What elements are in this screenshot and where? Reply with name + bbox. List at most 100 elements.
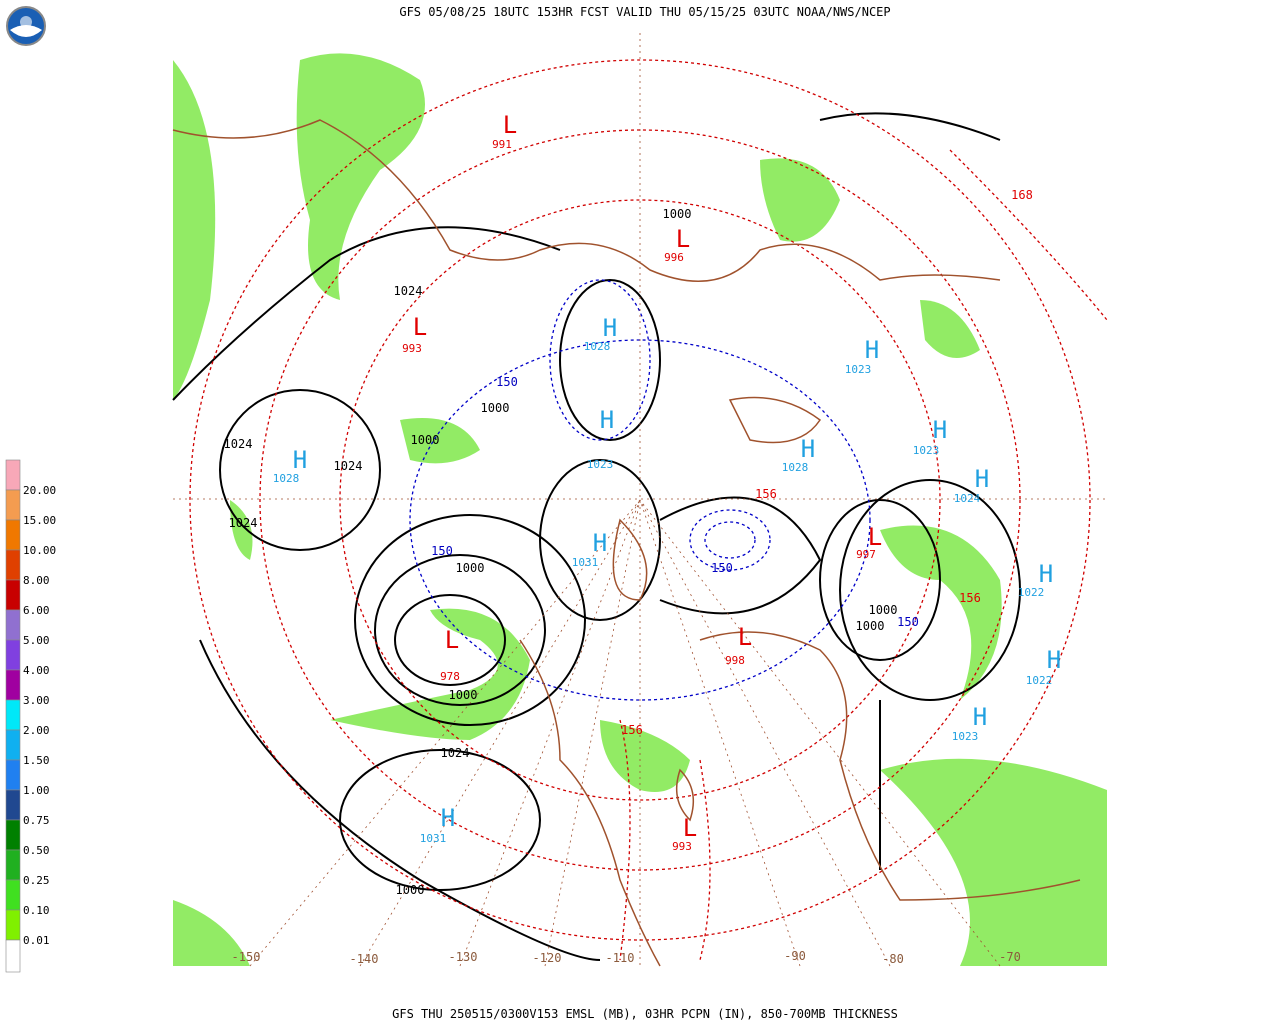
graticule	[173, 33, 1107, 967]
legend-label: 0.25	[23, 874, 50, 887]
legend-label: 15.00	[23, 514, 56, 527]
high-symbol: H	[1047, 646, 1061, 674]
legend-label: 8.00	[23, 574, 50, 587]
low-symbol: L	[868, 523, 882, 551]
high-value: 1023	[587, 458, 614, 471]
isobar-label: 1024	[394, 284, 423, 298]
high-symbol: H	[293, 446, 307, 474]
thickness-label: 150	[431, 544, 453, 558]
high-symbol: H	[1039, 560, 1053, 588]
legend-label: 3.00	[23, 694, 50, 707]
high-value: 1023	[952, 730, 979, 743]
thickness-label: 150	[897, 615, 919, 629]
legend-label: 20.00	[23, 484, 56, 497]
legend-swatch	[5, 459, 21, 491]
thickness-label: 150	[496, 375, 518, 389]
isobar-label: 1024	[441, 746, 470, 760]
isobar-label: 1000	[856, 619, 885, 633]
low-value: 991	[492, 138, 512, 151]
low-symbol: L	[738, 623, 752, 651]
high-symbol: H	[593, 529, 607, 557]
legend: 20.00 15.00 10.00 8.00 6.00 5.00 4.00 3.00 2.00 1…	[5, 459, 56, 947]
legend-label: 1.50	[23, 754, 50, 767]
legend-label: 6.00	[23, 604, 50, 617]
high-value: 1028	[782, 461, 809, 474]
legend-label: 10.00	[23, 544, 56, 557]
isobar-label: 1000	[396, 883, 425, 897]
legend-swatch	[5, 879, 21, 911]
legend-label: 0.10	[23, 904, 50, 917]
map-frame	[172, 33, 1108, 967]
low-symbol: L	[413, 313, 427, 341]
low-value: 993	[402, 342, 422, 355]
isobar-label: 1000	[456, 561, 485, 575]
high-value: 1031	[572, 556, 599, 569]
map-labels: H1028H1031H1028H1023H1031H1023H1028H1023…	[224, 111, 1062, 966]
longitude-label: -110	[606, 951, 635, 965]
legend-swatch	[5, 639, 21, 671]
isobar-lines	[172, 112, 1021, 961]
legend-swatch	[5, 759, 21, 791]
legend-swatch	[5, 669, 21, 701]
longitude-label: -70	[999, 950, 1021, 964]
high-value: 1023	[845, 363, 872, 376]
legend-swatch	[5, 699, 21, 731]
high-symbol: H	[600, 406, 614, 434]
legend-label: 2.00	[23, 724, 50, 737]
high-value: 1022	[1018, 586, 1045, 599]
high-symbol: H	[603, 314, 617, 342]
high-symbol: H	[801, 435, 815, 463]
low-symbol: L	[683, 814, 697, 842]
high-value: 1024	[954, 492, 981, 505]
high-symbol: H	[975, 465, 989, 493]
legend-swatch	[5, 909, 21, 941]
legend-swatch	[5, 549, 21, 581]
legend-swatch	[5, 609, 21, 641]
high-value: 1028	[584, 340, 611, 353]
legend-label: 0.01	[23, 934, 50, 947]
thickness-label: 156	[959, 591, 981, 605]
legend-label: 4.00	[23, 664, 50, 677]
low-value: 998	[725, 654, 745, 667]
noaa-logo	[6, 6, 46, 46]
low-symbol: L	[445, 626, 459, 654]
legend-label: 5.00	[23, 634, 50, 647]
longitude-label: -140	[350, 952, 379, 966]
longitude-label: -130	[449, 950, 478, 964]
thickness-label: 150	[711, 561, 733, 575]
isobar-label: 1000	[449, 688, 478, 702]
low-symbol: L	[676, 225, 690, 253]
high-value: 1031	[420, 832, 447, 845]
legend-swatch	[5, 729, 21, 761]
legend-swatch	[5, 819, 21, 851]
longitude-label: -80	[882, 952, 904, 966]
high-symbol: H	[865, 336, 879, 364]
longitude-label: -150	[232, 950, 261, 964]
legend-label: 1.00	[23, 784, 50, 797]
isobar-label: 1000	[411, 433, 440, 447]
thickness-label: 156	[621, 723, 643, 737]
isobar-label: 1024	[224, 437, 253, 451]
legend-swatch	[5, 489, 21, 521]
legend-swatch	[5, 579, 21, 611]
high-symbol: H	[973, 703, 987, 731]
low-symbol: L	[503, 111, 517, 139]
legend-blank-box	[5, 939, 21, 973]
thickness-label: 168	[1011, 188, 1033, 202]
legend-swatch	[5, 789, 21, 821]
low-value: 996	[664, 251, 684, 264]
high-value: 1023	[913, 444, 940, 457]
precipitation	[173, 53, 1107, 966]
legend-swatch	[5, 849, 21, 881]
high-symbol: H	[441, 804, 455, 832]
longitude-label: -120	[533, 951, 562, 965]
high-value: 1028	[273, 472, 300, 485]
low-value: 997	[856, 548, 876, 561]
coastlines	[172, 119, 1081, 967]
legend-swatch	[5, 519, 21, 551]
high-symbol: H	[933, 416, 947, 444]
isobar-label: 1000	[663, 207, 692, 221]
legend-label: 0.75	[23, 814, 50, 827]
